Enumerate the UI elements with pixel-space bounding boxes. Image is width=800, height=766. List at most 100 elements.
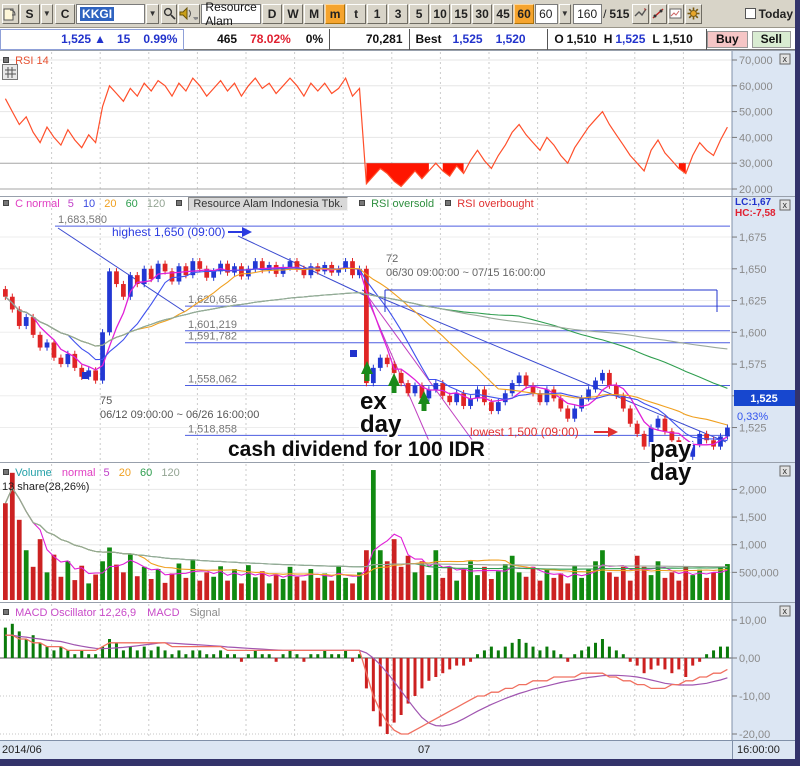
panel-close-icon[interactable]	[779, 199, 791, 211]
up-arrow-icon: ▲	[94, 32, 106, 46]
volume-panel[interactable]: 2,000 1,500 1,000 500,000 x	[0, 462, 795, 602]
bar-count-input[interactable]: 160	[573, 3, 603, 24]
symbol-input[interactable]: KKGI	[76, 3, 146, 24]
vol-ma20-label: 20	[118, 467, 131, 479]
lc-value: LC:1,67	[735, 197, 772, 208]
ma20-label: 20	[104, 198, 117, 210]
svg-text:75: 75	[100, 395, 112, 407]
price-panel[interactable]: 1,683,580 1,620,656 1,601,219 1,591,782 1,55…	[0, 196, 795, 462]
svg-text:1,558,062: 1,558,062	[188, 374, 237, 386]
svg-text:-10,00: -10,00	[739, 691, 770, 703]
sell-button[interactable]: Sell	[751, 30, 791, 48]
stock-name-box: Resource Alam Indonesia Tbk.	[188, 197, 348, 211]
svg-text:30,000: 30,000	[739, 158, 773, 170]
volume-mode-label: normal	[61, 467, 96, 479]
minute-10-button[interactable]: 10	[430, 3, 451, 24]
panel-close-icon[interactable]	[779, 53, 791, 65]
svg-text:1,601,219: 1,601,219	[188, 319, 237, 331]
minute-5-button[interactable]: 5	[409, 3, 430, 24]
volume-share-readout: 13 share(28,26%)	[2, 481, 90, 493]
legend-marker-icon	[3, 469, 9, 475]
price-change-pct: 0.99%	[143, 32, 178, 46]
svg-text:highest 1,650 (09:00): highest 1,650 (09:00)	[112, 225, 225, 239]
svg-text:1,600: 1,600	[739, 327, 767, 339]
rsi-panel[interactable]: 70,000 60,000 50,000 40,000 30,000 20,000 x	[0, 50, 795, 196]
svg-text:1,675: 1,675	[739, 232, 767, 244]
svg-text:72: 72	[386, 253, 398, 265]
period-day-button[interactable]: D	[262, 3, 283, 24]
pay-day-note: pay day	[650, 436, 692, 486]
period-month-button[interactable]: M	[304, 3, 325, 24]
svg-text:x: x	[783, 466, 788, 476]
speaker-icon[interactable]	[178, 3, 201, 24]
lc-hc-readout: LC:1,67 HC:-7,58	[735, 197, 776, 219]
minute-3-button[interactable]: 3	[388, 3, 409, 24]
minute-30-button[interactable]: 30	[472, 3, 493, 24]
ma120-label: 120	[146, 198, 166, 210]
period-week-button[interactable]: W	[283, 3, 304, 24]
svg-text:lowest 1,500 (09:00): lowest 1,500 (09:00)	[470, 425, 579, 439]
svg-text:10,00: 10,00	[739, 615, 767, 627]
macd-line-label: MACD	[147, 607, 180, 619]
svg-text:1,620,656: 1,620,656	[188, 294, 237, 306]
low-label: L	[652, 32, 660, 46]
rsi-oversold-label: RSI oversold	[371, 198, 435, 210]
macd-panel[interactable]: 10,00 0,00 -10,00 -20,00 x	[0, 602, 795, 740]
legend-marker-icon	[176, 200, 183, 206]
symbol-name-input[interactable]: Resource Alam	[201, 0, 262, 28]
today-checkbox-label: Today	[758, 6, 794, 21]
period-tick-button[interactable]: t	[346, 3, 367, 24]
period-minute-button[interactable]: m	[325, 3, 346, 24]
svg-text:x: x	[783, 606, 788, 616]
volume-legend: Volume normal 5 20 60 120	[3, 467, 180, 479]
last-price: 1,525	[61, 32, 92, 46]
minute-15-button[interactable]: 15	[451, 3, 472, 24]
snapshot-tool-icon[interactable]	[667, 3, 685, 24]
today-checkbox[interactable]: Today	[744, 6, 794, 21]
minute-select-dropdown-icon[interactable]: ▼	[558, 3, 572, 24]
stock-type-button[interactable]: S	[19, 3, 40, 24]
ex-day-note: ex day	[360, 388, 402, 438]
chart-window-icon[interactable]	[2, 3, 19, 24]
buy-button[interactable]: Buy	[706, 30, 748, 48]
search-icon[interactable]	[160, 3, 178, 24]
svg-text:70,000: 70,000	[739, 55, 773, 67]
code-button[interactable]: C	[55, 3, 76, 24]
symbol-dropdown-icon[interactable]: ▼	[146, 3, 159, 24]
crosshair-tool-icon[interactable]	[632, 3, 649, 24]
svg-text:1,525: 1,525	[739, 423, 767, 435]
legend-marker-icon	[3, 57, 9, 63]
vol-ma60-label: 60	[140, 467, 153, 479]
svg-text:x: x	[783, 200, 788, 210]
rsi-overbought-label: RSI overbought	[457, 198, 534, 210]
signal-line-label: Signal	[189, 607, 221, 619]
panel-close-icon[interactable]	[779, 605, 791, 617]
toolbar: S ▼ C KKGI ▼ Resource Alam D W M m t 1 3…	[0, 0, 795, 28]
total-volume: 70,281	[365, 32, 403, 46]
minute-1-button[interactable]: 1	[367, 3, 388, 24]
grid-settings-icon[interactable]	[2, 64, 18, 80]
settings-gear-icon[interactable]	[685, 3, 702, 24]
svg-text:06/30 09:00:00 ~ 07/15 16:00:0: 06/30 09:00:00 ~ 07/15 16:00:00	[386, 267, 545, 279]
trendline-tool-icon[interactable]	[649, 3, 667, 24]
today-checkbox-box[interactable]	[744, 8, 756, 19]
ma5-label: 5	[67, 198, 74, 210]
legend-marker-icon	[3, 200, 9, 206]
hc-value: HC:-7,58	[735, 208, 776, 219]
panel-close-icon[interactable]	[779, 465, 791, 477]
price-legend: C normal 5 10 20 60 120 Resource Alam In…	[3, 197, 534, 211]
open-value: 1,510	[566, 32, 597, 46]
price-change: 15	[117, 32, 131, 46]
minute-60-button[interactable]: 60	[514, 3, 535, 24]
low-value: 1,510	[662, 32, 693, 46]
minute-select[interactable]: 60	[535, 3, 558, 24]
time-axis-end: 16:00:00	[737, 744, 780, 756]
svg-text:0,00: 0,00	[739, 653, 760, 665]
minute-45-button[interactable]: 45	[493, 3, 514, 24]
svg-text:1,625: 1,625	[739, 296, 767, 308]
svg-text:1,591,782: 1,591,782	[188, 331, 237, 343]
stock-type-dropdown-icon[interactable]: ▼	[40, 3, 54, 24]
svg-text:1,000: 1,000	[739, 540, 767, 552]
price-type-label: C normal	[15, 198, 60, 210]
